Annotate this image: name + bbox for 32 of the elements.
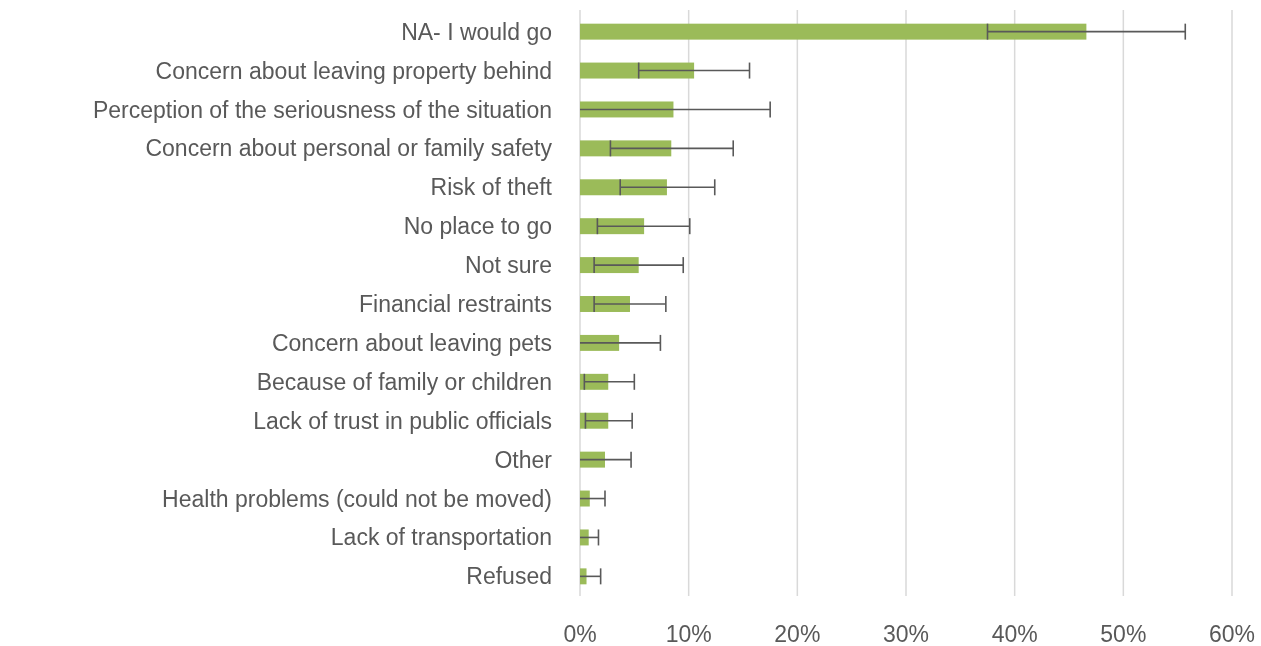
bar — [580, 62, 695, 79]
x-tick-label: 40% — [991, 621, 1038, 646]
x-tick-label: 10% — [665, 621, 712, 646]
y-tick-label: Lack of trust in public officials — [253, 407, 552, 434]
bar — [580, 529, 589, 546]
x-tick-label: 60% — [1208, 621, 1256, 646]
y-tick-label: Concern about personal or family safety — [145, 135, 553, 162]
bar — [580, 568, 587, 585]
bar — [580, 140, 672, 157]
y-tick-label: Financial restraints — [358, 291, 552, 318]
y-tick-label: Not sure — [465, 252, 552, 279]
y-tick-label: Concern about leaving pets — [271, 329, 552, 356]
y-tick-label: Lack of transportation — [330, 524, 552, 551]
y-tick-label: Because of family or children — [256, 368, 552, 395]
y-tick-label: Health problems (could not be moved) — [162, 485, 552, 512]
y-tick-label: No place to go — [403, 213, 552, 240]
bar — [580, 179, 667, 196]
bar — [580, 490, 590, 507]
y-tick-label: NA- I would go — [401, 18, 552, 45]
y-tick-label: Perception of the seriousness of the situation — [92, 96, 552, 123]
bar — [580, 23, 1087, 40]
bar — [580, 101, 674, 118]
y-tick-label: Concern about leaving property behind — [155, 57, 552, 84]
x-tick-label: 20% — [774, 621, 821, 646]
x-tick-label: 50% — [1100, 621, 1147, 646]
y-tick-label: Risk of theft — [430, 174, 553, 201]
y-tick-label: Other — [494, 446, 553, 473]
bar — [580, 218, 645, 235]
y-tick-label: Refused — [466, 563, 552, 590]
x-tick-label: 0% — [563, 621, 597, 646]
x-tick-label: 30% — [882, 621, 930, 646]
bar — [580, 451, 605, 468]
